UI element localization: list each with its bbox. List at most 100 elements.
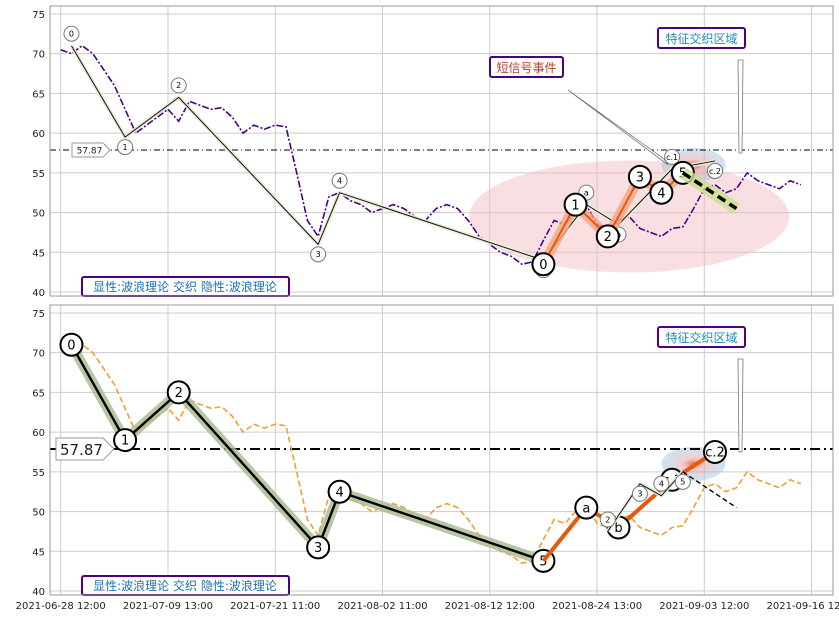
wave-line-thin	[607, 471, 684, 532]
wave-point-marker	[170, 77, 187, 94]
wave-point-label: 1	[123, 143, 128, 152]
wave-point-label: 3	[637, 490, 642, 499]
annotation-text: 特征交织区域	[665, 330, 737, 345]
annotation-text: 短信号事件	[496, 61, 556, 75]
wave-point-marker	[649, 180, 674, 205]
wave-point-label: 2	[175, 386, 183, 401]
wave-point-marker	[664, 148, 681, 165]
annotation-text: 特征交织区域	[665, 31, 737, 46]
wave-point-label: a	[584, 189, 589, 198]
annotation-box	[657, 27, 746, 49]
y-tick-label: 65	[32, 89, 45, 100]
top-panel: 404550556065707557.87012345abc.1c.201234…	[32, 5, 834, 299]
wave-point-marker	[707, 162, 724, 179]
x-tick-label: 2021-09-16 12:00	[766, 601, 839, 612]
projection-line	[681, 171, 738, 211]
wave-point-label: c.2	[705, 446, 725, 461]
price-series	[60, 343, 802, 565]
wave-point-label: a	[582, 501, 590, 516]
reference-arrow	[55, 437, 115, 461]
wave-point-label: b	[614, 521, 622, 536]
wave-point-label: 4	[659, 480, 664, 489]
wave-point-marker	[653, 475, 670, 492]
y-tick-label: 75	[32, 10, 45, 21]
wave-line-thin	[71, 45, 716, 261]
y-tick-label: 40	[32, 288, 45, 299]
y-tick-label: 50	[32, 508, 45, 519]
wave-point-label: 3	[316, 250, 321, 259]
annotation-arrow	[737, 59, 744, 154]
x-tick-label: 2021-06-28 12:00	[16, 601, 106, 612]
x-tick-label: 2021-09-03 12:00	[659, 601, 749, 612]
wave-point-label: 1	[121, 434, 129, 449]
wave-point-label: 3	[314, 541, 322, 556]
y-tick-label: 50	[32, 209, 45, 220]
wave-point-label: 5	[680, 478, 685, 487]
wave-point-marker	[113, 428, 138, 453]
y-tick-label: 45	[32, 248, 45, 259]
wave-point-marker	[531, 252, 556, 277]
y-tick-label: 75	[32, 309, 45, 320]
wave-point-marker	[306, 535, 331, 560]
price-series	[60, 44, 802, 266]
wave-point-label: 2	[176, 81, 181, 90]
wave-point-marker	[166, 380, 191, 405]
x-tick-label: 2021-08-02 11:00	[337, 601, 427, 612]
x-tick-label: 2021-07-21 11:00	[230, 601, 320, 612]
annotation-arrow	[567, 89, 669, 166]
wave-point-marker	[310, 246, 327, 263]
legend-text: 显性:波浪理论 交织 隐性:波浪理论	[93, 578, 277, 593]
y-tick-label: 60	[32, 129, 45, 140]
wave-point-label: 0	[69, 30, 74, 39]
plot-frame	[49, 5, 834, 297]
legend-text: 显性:波浪理论 交织 隐性:波浪理论	[93, 279, 277, 294]
y-tick-label: 55	[32, 468, 45, 479]
wave-point-marker	[631, 485, 648, 502]
wave-point-marker	[63, 25, 80, 42]
plot-frame	[49, 304, 834, 596]
wave-point-label: 2	[604, 230, 612, 245]
wave-point-marker	[703, 439, 728, 464]
wave-point-marker	[595, 224, 620, 249]
wave-point-label: c.2	[709, 167, 721, 176]
wave-point-marker	[627, 164, 652, 189]
y-tick-label: 70	[32, 349, 45, 360]
annotation-arrow	[737, 358, 744, 453]
annotation-box	[657, 326, 746, 348]
wave-point-marker	[599, 511, 616, 528]
wave-point-label: 5	[539, 555, 547, 570]
wave-point-label: 0	[539, 258, 547, 273]
reference-label: 57.87	[60, 441, 103, 459]
wave-point-label: 2	[605, 515, 610, 524]
wave-point-marker	[327, 479, 352, 504]
x-tick-label: 2021-08-24 13:00	[552, 601, 642, 612]
wave-point-label: c.1	[666, 153, 678, 162]
wave-point-marker	[117, 139, 134, 156]
projection-line	[682, 471, 737, 509]
wave-point-marker	[563, 192, 588, 217]
x-tick-label: 2021-08-12 12:00	[445, 601, 535, 612]
wave-point-label: 0	[67, 338, 75, 353]
wave-point-marker	[331, 172, 348, 189]
y-tick-label: 45	[32, 547, 45, 558]
y-tick-label: 55	[32, 169, 45, 180]
x-tick-label: 2021-07-09 13:00	[123, 601, 213, 612]
y-tick-label: 65	[32, 388, 45, 399]
wave-point-marker	[674, 473, 691, 490]
reference-label: 57.87	[77, 147, 103, 157]
annotation-box	[489, 56, 564, 78]
wave-line-bold	[70, 344, 544, 562]
wave-point-marker	[574, 495, 599, 520]
wave-point-label: 4	[337, 177, 342, 186]
y-tick-label: 40	[32, 587, 45, 598]
wave-point-label: 3	[636, 171, 644, 186]
wave-point-marker	[59, 332, 84, 357]
reference-arrow	[71, 142, 111, 158]
wave-point-label: 4	[335, 485, 343, 500]
wave-point-label: 1	[571, 198, 579, 213]
y-tick-label: 60	[32, 428, 45, 439]
y-tick-label: 70	[32, 50, 45, 61]
wave-point-label: 4	[657, 186, 665, 201]
